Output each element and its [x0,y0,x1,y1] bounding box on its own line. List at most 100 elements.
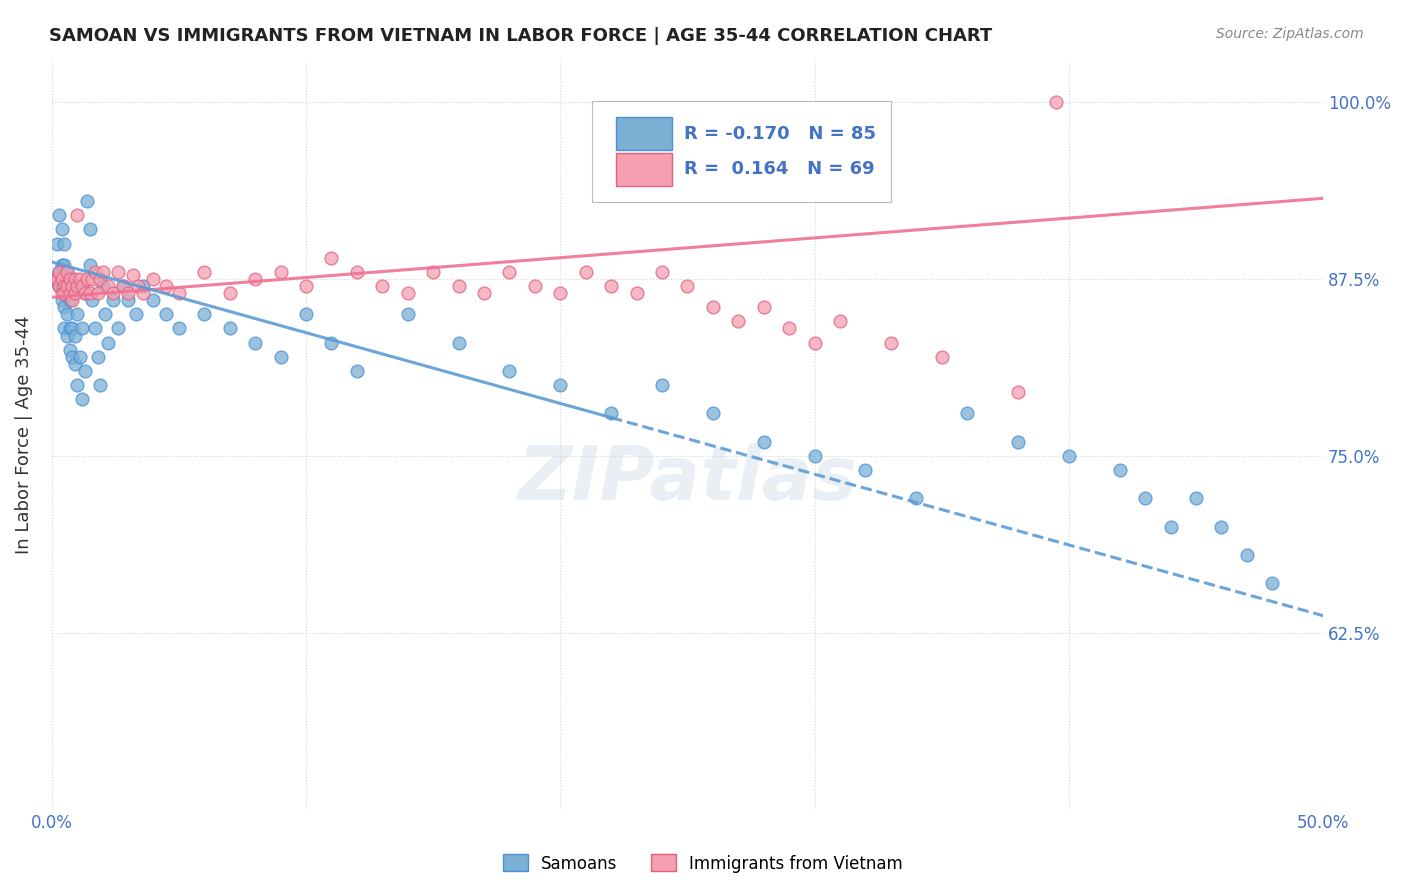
Point [53,300,76,314]
Point [60,293,83,307]
Point [53,279,76,293]
Point [56,265,79,279]
Point [66,307,89,321]
Point [422,265,444,279]
Point [626,286,648,301]
Point [107,321,129,335]
Point [550,378,572,392]
Point [58,272,80,286]
Point [45,236,67,251]
Point [60,279,83,293]
Point [346,364,368,378]
Point [51,279,73,293]
Point [58,286,80,301]
Point [69,350,91,364]
Point [142,272,165,286]
Point [651,265,673,279]
Point [101,286,124,301]
Point [346,265,368,279]
Text: ZIPatlas: ZIPatlas [517,443,858,516]
Point [111,279,134,293]
Point [94,307,117,321]
Point [63,272,86,286]
Point [1108,463,1130,477]
Point [600,279,623,293]
Point [676,279,699,293]
Point [1007,385,1029,400]
Point [63,357,86,371]
Point [44,272,66,286]
Point [124,307,146,321]
Point [702,406,724,420]
Point [73,364,96,378]
Point [66,378,89,392]
Point [56,265,79,279]
Point [48,208,70,222]
Point [63,286,86,301]
Point [752,300,775,314]
Point [803,449,825,463]
Point [58,272,80,286]
Point [651,378,673,392]
Point [51,258,73,272]
Point [1211,519,1233,533]
Point [243,335,266,350]
Point [702,300,724,314]
Point [122,268,145,282]
Point [243,272,266,286]
Point [69,279,91,293]
Point [447,279,470,293]
Point [550,286,572,301]
Point [270,265,292,279]
Point [82,272,104,286]
Point [48,279,70,293]
FancyBboxPatch shape [616,118,672,151]
Point [167,286,190,301]
Point [89,378,111,392]
Point [111,279,134,293]
Point [56,279,79,293]
Point [73,286,96,301]
Point [193,265,215,279]
Point [905,491,928,506]
Point [1236,548,1258,562]
Point [79,258,101,272]
Point [155,307,177,321]
Point [803,335,825,350]
Point [58,343,80,357]
Point [727,314,749,328]
Point [51,286,73,301]
Point [117,286,139,301]
Point [97,335,120,350]
Text: Source: ZipAtlas.com: Source: ZipAtlas.com [1216,27,1364,41]
Point [97,279,120,293]
Point [218,286,240,301]
Point [44,272,66,286]
Point [600,406,623,420]
Point [447,335,470,350]
Point [295,279,318,293]
Point [60,350,83,364]
Point [76,194,98,208]
Point [956,406,979,420]
Point [498,265,520,279]
Point [218,321,240,335]
Point [880,335,903,350]
Point [51,272,73,286]
Point [472,286,495,301]
Point [84,321,107,335]
Point [72,392,94,407]
Point [142,293,165,307]
Point [51,293,73,307]
Point [396,307,419,321]
Point [60,321,83,335]
Point [76,272,98,286]
Point [53,258,76,272]
Point [91,265,114,279]
Y-axis label: In Labor Force | Age 35-44: In Labor Force | Age 35-44 [15,315,32,554]
Point [51,222,73,236]
Text: R = -0.170   N = 85: R = -0.170 N = 85 [683,125,876,143]
Point [82,293,104,307]
Point [60,279,83,293]
Point [66,279,89,293]
